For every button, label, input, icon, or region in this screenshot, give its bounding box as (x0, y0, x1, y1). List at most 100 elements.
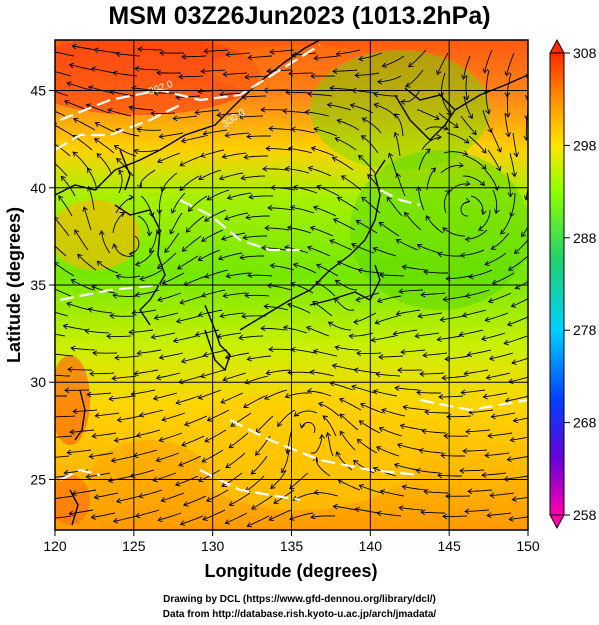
streamline-arrowhead (375, 371, 381, 378)
streamline (195, 109, 220, 114)
streamline-arrowhead (203, 48, 209, 55)
streamline-arrowhead (116, 416, 122, 423)
streamline (114, 145, 137, 157)
streamline-arrowhead (281, 467, 287, 474)
streamline-arrowhead (331, 363, 338, 369)
streamline-arrowhead (329, 85, 335, 92)
streamline (150, 112, 176, 114)
streamline-arrowhead (66, 449, 72, 456)
streamline-arrowhead (86, 391, 92, 398)
streamline-arrowhead (71, 43, 77, 50)
streamline-arrowhead (244, 74, 250, 80)
streamline-arrowhead (179, 161, 185, 167)
streamline-arrowhead (322, 415, 328, 421)
streamline (465, 289, 490, 297)
streamline-arrowhead (422, 352, 428, 359)
streamline (362, 117, 382, 134)
streamline (424, 411, 449, 414)
streamline-arrowhead (462, 448, 468, 454)
streamline-arrowhead (157, 296, 163, 303)
streamline (463, 55, 471, 80)
streamline-arrowhead (246, 522, 253, 528)
streamline (221, 472, 243, 487)
streamline-arrowhead (108, 395, 114, 402)
streamline-arrowhead (114, 354, 120, 361)
streamline-arrowhead (228, 501, 235, 507)
streamline-arrowhead (405, 82, 411, 88)
streamline (462, 175, 485, 186)
streamline (66, 82, 91, 91)
streamline (183, 275, 207, 286)
x-tick-label: 130 (201, 538, 225, 554)
streamline (330, 87, 355, 91)
streamline-arrowhead (414, 332, 420, 339)
streamline-arrowhead (481, 148, 487, 154)
x-axis-label: Longitude (degrees) (204, 561, 377, 581)
streamline-arrowhead (434, 114, 440, 121)
streamline (351, 385, 376, 394)
streamline-arrowhead (45, 308, 50, 313)
streamline (55, 51, 75, 57)
streamline-arrowhead (60, 175, 66, 182)
streamline-arrowhead (312, 205, 319, 211)
streamline (268, 348, 294, 351)
streamline-arrowhead (442, 227, 448, 233)
streamline-arrowhead (91, 433, 97, 439)
streamline (285, 91, 311, 94)
streamline (247, 274, 273, 277)
streamline (443, 295, 468, 301)
streamline-arrowhead (310, 145, 317, 152)
streamline-arrowhead (225, 463, 231, 469)
colorbar-tick-label: 268 (573, 415, 597, 431)
streamline-arrowhead (373, 102, 380, 109)
streamline-arrowhead (376, 446, 382, 452)
streamline-arrowhead (489, 492, 495, 499)
streamline (424, 491, 449, 494)
streamline-arrowhead (293, 411, 300, 417)
streamline-arrowhead (381, 62, 388, 69)
streamline (507, 92, 509, 118)
streamline-arrowhead (136, 126, 142, 133)
streamline (240, 255, 264, 259)
streamline (156, 372, 181, 379)
streamline-arrowhead (339, 430, 345, 436)
streamline-arrowhead (484, 260, 490, 267)
streamline-arrowhead (463, 95, 470, 101)
streamline-arrowhead (504, 71, 511, 77)
streamline-arrowhead (335, 50, 341, 57)
streamline-arrowhead (206, 416, 213, 422)
streamline (291, 128, 316, 134)
streamline-arrowhead (416, 389, 422, 396)
streamline-arrowhead (481, 164, 487, 170)
streamline (465, 155, 487, 170)
streamline (418, 312, 443, 317)
streamline-arrowhead (45, 455, 49, 460)
streamline (527, 75, 528, 79)
streamline-arrowhead (326, 102, 333, 109)
streamline-arrowhead (401, 484, 407, 491)
streamline (89, 452, 114, 458)
streamline-arrowhead (282, 108, 288, 115)
streamline (251, 495, 273, 510)
streamline-arrowhead (50, 159, 55, 163)
streamline-arrowhead (355, 296, 361, 303)
streamline (521, 226, 528, 237)
streamline (307, 390, 332, 397)
streamline (250, 455, 268, 475)
streamline (467, 349, 492, 356)
streamline (485, 452, 510, 456)
streamline-arrowhead (158, 133, 164, 140)
streamline (467, 489, 493, 492)
streamline-arrowhead (507, 192, 514, 198)
streamline (112, 212, 125, 234)
streamline-arrowhead (128, 329, 134, 336)
streamline-arrowhead (353, 319, 359, 325)
streamline-arrowhead (246, 133, 252, 140)
streamline (135, 67, 160, 71)
streamline (399, 289, 424, 293)
streamline (225, 512, 248, 524)
streamline-arrowhead (286, 302, 293, 308)
streamline-arrowhead (372, 246, 379, 253)
streamline-arrowhead (386, 196, 392, 202)
streamline (113, 294, 138, 297)
